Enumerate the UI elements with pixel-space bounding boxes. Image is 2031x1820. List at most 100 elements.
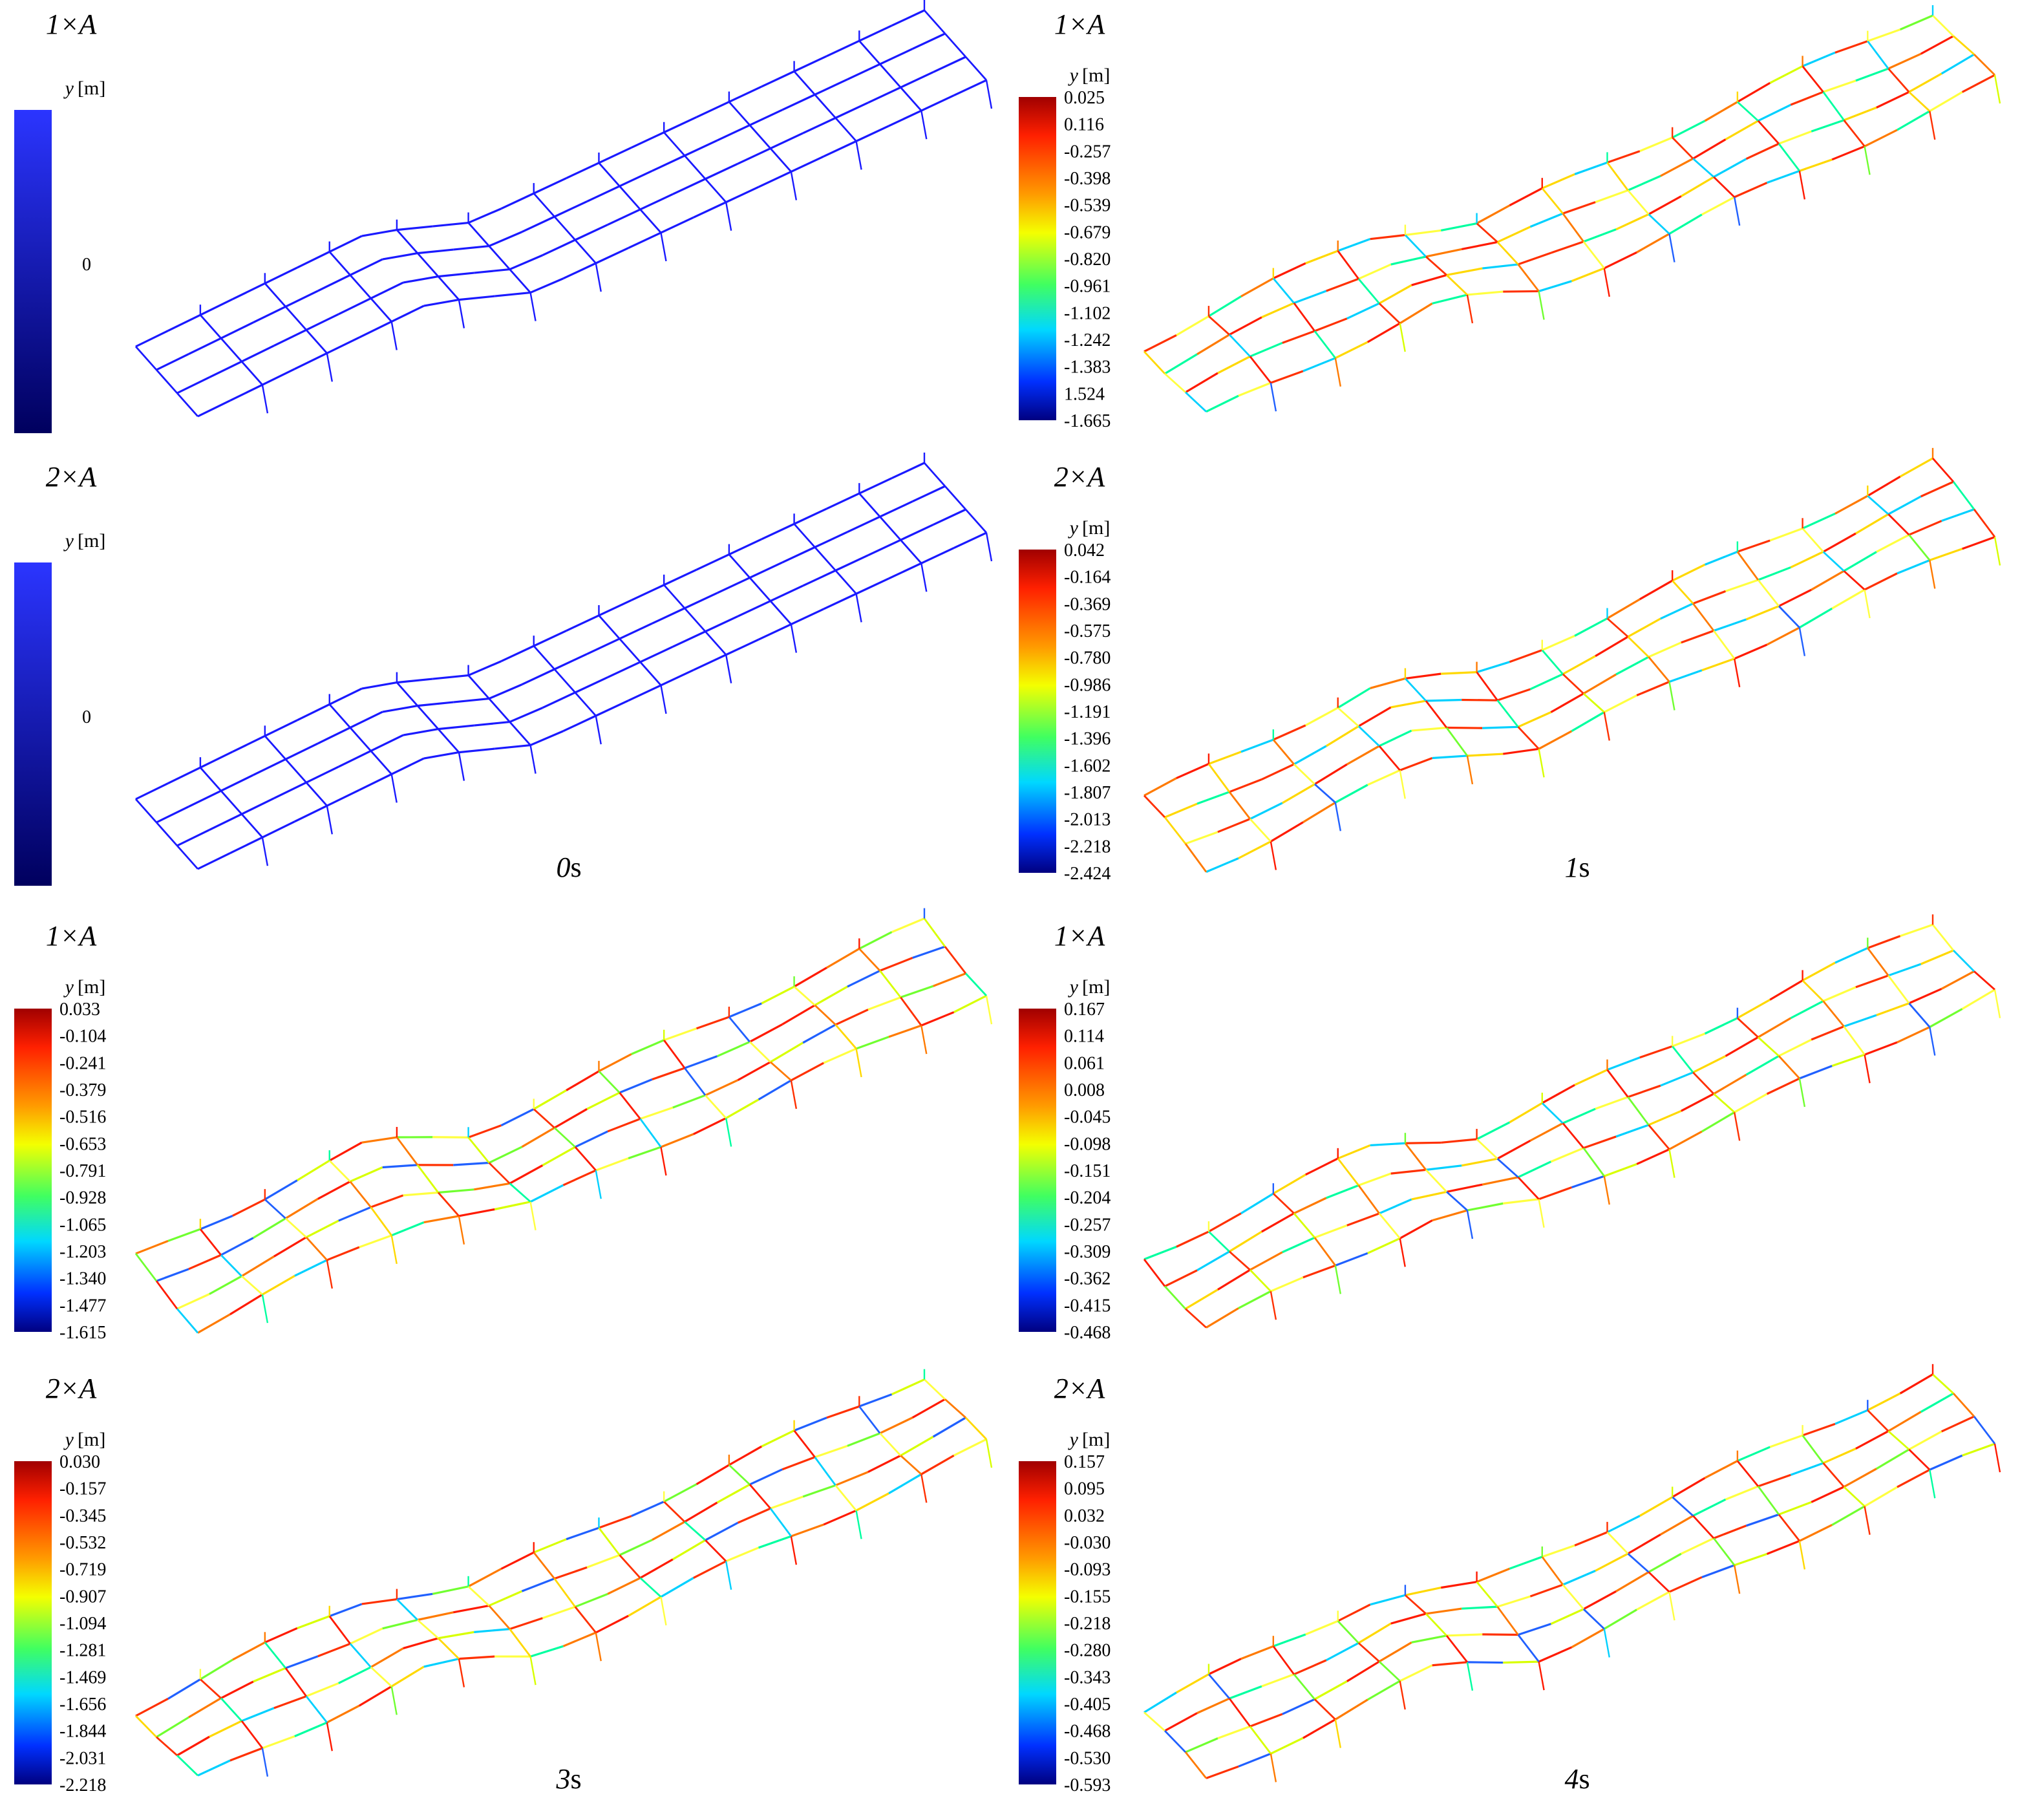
cross-member: [437, 728, 460, 753]
time-unit: s: [1579, 851, 1590, 883]
chord: [1802, 513, 1836, 530]
cross-member: [220, 1254, 242, 1277]
cross-member: [684, 607, 707, 632]
chord: [1929, 1008, 1963, 1028]
cross-member: [598, 615, 621, 639]
hanger: [261, 1748, 269, 1777]
chord: [382, 252, 418, 261]
chord: [1639, 1496, 1673, 1517]
colorbar-tick-label: -1.602: [1064, 756, 1111, 776]
chord: [770, 584, 803, 603]
chord: [417, 248, 454, 255]
cross-member: [639, 661, 662, 686]
chord: [500, 1551, 535, 1570]
cross-member: [793, 1429, 816, 1458]
chord: [417, 701, 454, 707]
chord: [1217, 818, 1251, 833]
colorbar-tick-label: -0.398: [1064, 169, 1111, 189]
chord: [1701, 658, 1735, 672]
cross-member: [1736, 1017, 1759, 1038]
chord: [891, 1378, 925, 1396]
chord: [1595, 636, 1629, 658]
cross-member: [1228, 1250, 1251, 1271]
cross-member: [1778, 1514, 1800, 1542]
cross-member: [467, 1585, 490, 1607]
cross-member: [749, 124, 771, 149]
cross-member: [1143, 350, 1166, 374]
hanger: [1399, 1238, 1406, 1267]
chord: [1367, 1237, 1401, 1254]
panel: 1×A y [m]0.033 -0.104 -0.241 -0.379 -0.516 -0.6…: [14, 908, 993, 1343]
hanger: [985, 532, 993, 562]
hanger: [1994, 989, 2001, 1018]
colorbar-tick-label: 0.032: [1064, 1506, 1105, 1526]
chord: [1261, 1673, 1295, 1687]
chord: [1229, 1230, 1262, 1253]
chord: [761, 1429, 795, 1448]
colorbar-title: y [m]: [1068, 65, 1111, 86]
chord: [1941, 53, 1975, 75]
chord: [176, 829, 210, 847]
cross-member: [553, 1127, 576, 1148]
chord: [500, 192, 535, 210]
chord: [509, 1164, 544, 1184]
chord: [396, 225, 433, 231]
chord: [696, 1464, 730, 1485]
chord: [1908, 72, 1942, 93]
cross-member: [1713, 1537, 1736, 1566]
cross-member: [814, 1456, 836, 1486]
time-unit: s: [1579, 1763, 1590, 1795]
chord: [1217, 1269, 1251, 1290]
colorbar-tick-label: -1.665: [1064, 411, 1111, 431]
cross-member: [1713, 176, 1736, 198]
chord: [1390, 1168, 1427, 1175]
cross-member: [964, 1417, 988, 1440]
cross-member: [574, 1606, 597, 1634]
chord: [1509, 1556, 1543, 1570]
chord: [1238, 381, 1271, 397]
chord: [1811, 1025, 1845, 1041]
chord: [758, 1535, 792, 1549]
colorbar-tick-label: -0.257: [1064, 1215, 1111, 1235]
chord: [770, 132, 803, 150]
cross-member: [370, 750, 392, 775]
chord: [631, 1039, 665, 1055]
chord: [1823, 80, 1856, 93]
cross-member: [1143, 795, 1166, 819]
chord: [403, 1191, 439, 1197]
cross-member: [199, 1678, 222, 1699]
chord: [932, 508, 966, 526]
chord: [1467, 753, 1504, 757]
chord: [737, 1061, 771, 1081]
chord: [1672, 120, 1706, 139]
chord: [417, 1611, 454, 1622]
chord: [1701, 1564, 1735, 1578]
chord: [1405, 229, 1441, 237]
cross-member: [1207, 1673, 1230, 1699]
chord: [1887, 963, 1922, 977]
cross-member: [1378, 1212, 1401, 1239]
hanger: [725, 1561, 732, 1590]
chord: [1370, 1594, 1406, 1606]
cross-member: [1185, 1308, 1207, 1329]
hanger: [390, 774, 398, 803]
cross-member: [416, 705, 439, 730]
chord: [1143, 777, 1177, 797]
chord: [693, 654, 727, 671]
chord: [1897, 1468, 1931, 1488]
colorbar-tick-label: -2.013: [1064, 810, 1111, 830]
chord: [285, 290, 319, 308]
chord: [1196, 1250, 1230, 1272]
cross-member: [1802, 528, 1824, 553]
chord: [533, 1089, 567, 1110]
chord: [220, 321, 254, 339]
cross-member: [1932, 1373, 1954, 1395]
chord: [329, 687, 363, 705]
cross-member: [1908, 91, 1931, 112]
colorbar-tick-label: 0.008: [1064, 1080, 1105, 1100]
colorbar-tick-label: 0: [82, 707, 91, 727]
chord: [749, 1023, 783, 1043]
chord: [521, 215, 555, 233]
chord: [566, 1526, 599, 1541]
chord: [900, 1435, 934, 1457]
